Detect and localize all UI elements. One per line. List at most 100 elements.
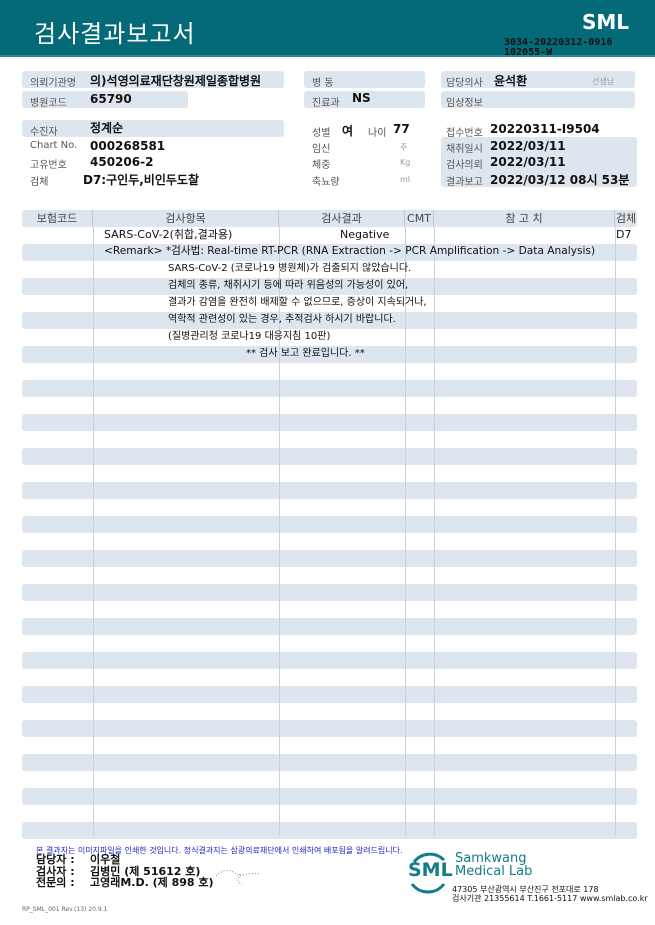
remark-line: 결과가 감염을 완전히 배제할 수 없으므로, 증상이 지속되거나,	[168, 297, 427, 308]
table-row	[22, 601, 637, 618]
patient-box	[22, 120, 284, 137]
patient-label: 수진자	[30, 127, 58, 138]
sex-value: 여	[342, 124, 354, 138]
table-row	[22, 703, 637, 720]
table-row	[22, 822, 637, 839]
table-row	[22, 448, 637, 465]
lab-contact: 검사기관 21355614 T.1661-5117 www.smlab.co.k…	[452, 894, 648, 903]
dept-box	[304, 91, 425, 108]
manager-label: 담당자 :	[36, 853, 75, 866]
divider	[93, 227, 94, 835]
ward-label: 병 동	[312, 78, 334, 89]
dept-label: 진료과	[312, 98, 340, 109]
remark-line: (질병관리청 코로나19 대응지침 10판)	[168, 331, 331, 342]
table-row	[22, 312, 637, 329]
table-row	[22, 363, 637, 380]
age-value: 77	[393, 122, 410, 136]
specialist-value: 고영래M.D. (제 898 호)	[90, 876, 214, 889]
receipt-value: 20220311-I9504	[490, 122, 600, 136]
request-value: 2022/03/11	[490, 155, 566, 169]
ward-box	[304, 71, 425, 88]
footer-logo: SML	[408, 859, 453, 881]
divider	[434, 227, 435, 835]
table-row	[22, 652, 637, 669]
page-title: 검사결과보고서	[34, 20, 196, 48]
specimen-value: D7:구인두,비인두도찰	[83, 173, 199, 187]
divider	[279, 227, 280, 835]
requester-box	[22, 71, 284, 88]
divider	[405, 227, 406, 835]
specialist-label: 전문의 :	[36, 876, 75, 889]
collect-label: 채취일시	[446, 144, 483, 155]
col-test-item: 검사항목	[93, 210, 279, 227]
pregnancy-unit: 주	[400, 143, 408, 152]
remark-line: 검체의 종류, 채취시기 등에 따라 위음성의 가능성이 있어,	[168, 280, 409, 291]
age-label: 나이	[368, 128, 387, 139]
doc-no-1: 3034-20220312-0916	[504, 37, 613, 48]
col-specimen: 검체	[615, 210, 637, 227]
doctor-box	[441, 71, 635, 88]
doctor-value: 윤석환	[494, 74, 528, 88]
remark-line: SARS-CoV-2 (코로나19 병원체)가 검출되지 않았습니다.	[168, 263, 412, 274]
tester-label: 검사자 :	[36, 865, 75, 878]
table-row	[22, 482, 637, 499]
hospital-code-label: 병원코드	[30, 98, 67, 109]
report-label: 결과보고	[446, 177, 483, 188]
urine-unit: ml	[400, 175, 411, 184]
remark-line: 역학적 관련성이 있는 경우, 추적검사 하시기 바랍니다.	[168, 314, 396, 325]
doctor-label: 담당의사	[446, 78, 483, 89]
table-row	[22, 618, 637, 635]
weight-unit: Kg	[400, 158, 411, 167]
clinical-label: 임상정보	[446, 98, 483, 109]
signature	[215, 870, 261, 885]
table-row	[22, 720, 637, 737]
pregnancy-label: 임신	[312, 144, 331, 155]
test-result: Negative	[340, 228, 390, 241]
header-band	[0, 0, 655, 57]
table-row	[22, 465, 637, 482]
requester-value: 의)석영의료재단창원제일종합병원	[90, 74, 262, 88]
form-code: RP_SML_001 Rev.(13) 20.9.1	[22, 906, 108, 913]
report-value: 2022/03/12 08시 53분	[490, 173, 630, 187]
table-row	[22, 499, 637, 516]
col-reference: 참 고 치	[434, 210, 615, 227]
table-row	[22, 567, 637, 584]
doctor-suffix: 선생님	[592, 77, 615, 86]
lab-address: 47305 부산광역시 부산진구 전포대로 178	[452, 885, 599, 894]
manager-value: 이우철	[90, 853, 121, 866]
table-row	[22, 754, 637, 771]
table-row	[22, 550, 637, 567]
sml-logo-circle-icon	[410, 852, 446, 894]
chart-value: 000268581	[90, 139, 166, 153]
col-cmt: CMT	[405, 210, 434, 227]
table-row	[22, 686, 637, 703]
lab-name-1: Samkwang	[455, 851, 527, 866]
requester-label: 의뢰기관명	[30, 78, 76, 89]
table-row	[22, 669, 637, 686]
dates-box	[441, 137, 637, 187]
remark: <Remark> *검사법: Real-time RT-PCR (RNA Ext…	[104, 245, 596, 257]
sex-label: 성별	[312, 128, 331, 139]
dept-value: NS	[352, 91, 371, 105]
table-row	[22, 346, 637, 363]
tester-value: 김병민 (제 51612 호)	[90, 865, 201, 878]
lab-name: Samkwang Medical Lab	[455, 852, 532, 878]
table-row	[22, 533, 637, 550]
sml-logo: SML	[582, 10, 630, 34]
table-row	[22, 278, 637, 295]
chart-label: Chart No.	[30, 140, 78, 151]
table-row	[22, 805, 637, 822]
table-row	[22, 635, 637, 652]
notice: 본 결과지는 이미지파일을 인쇄한 것입니다. 정식결과지는 삼광의료재단에서 …	[36, 846, 403, 855]
table-row	[22, 516, 637, 533]
table-row	[22, 397, 637, 414]
hospital-code-value: 65790	[90, 92, 132, 106]
clinical-box	[441, 91, 635, 108]
table-row	[22, 431, 637, 448]
receipt-label: 접수번호	[446, 128, 483, 139]
id-label: 고유번호	[30, 160, 67, 171]
table-row	[22, 771, 637, 788]
table-row	[22, 380, 637, 397]
test-specimen: D7	[616, 228, 632, 241]
table-row	[22, 414, 637, 431]
